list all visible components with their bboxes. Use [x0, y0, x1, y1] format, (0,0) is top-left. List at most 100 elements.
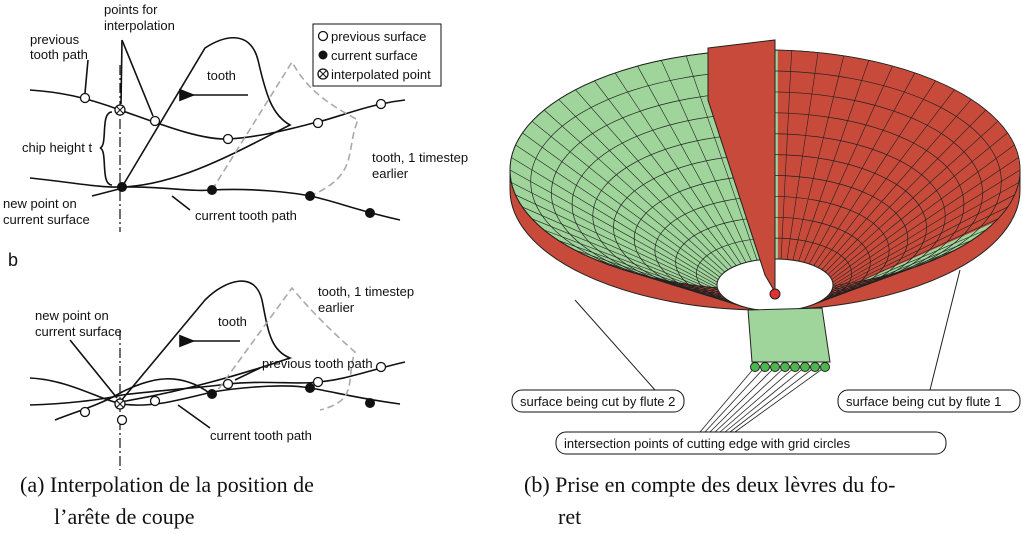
cross-point [114, 104, 126, 116]
tooth-earlier [211, 286, 356, 411]
filled-point [117, 182, 127, 192]
leader [234, 367, 261, 381]
leader [121, 39, 154, 117]
radial-line [515, 194, 719, 291]
label: tooth [207, 68, 236, 83]
cross-point [114, 398, 126, 410]
tooth [119, 280, 293, 403]
radial-line [831, 144, 1015, 280]
leader [574, 299, 656, 391]
open-point [116, 414, 128, 426]
radial-line [786, 52, 819, 260]
label: tooth path [30, 47, 88, 62]
radial-line [685, 55, 758, 261]
radial-line [661, 60, 752, 262]
radial-line [511, 182, 718, 288]
legend-label: interpolated point [331, 67, 431, 82]
label: current surface [3, 212, 90, 227]
label: surface being cut by flute 1 [846, 394, 1001, 409]
label: new point on [3, 196, 77, 211]
filled-point [207, 389, 217, 399]
filled-point [365, 208, 375, 218]
caption: (a) Interpolation de la position de [20, 472, 314, 497]
tip [769, 288, 781, 300]
label-box [555, 431, 947, 455]
open-point [375, 98, 387, 110]
open-point [149, 115, 161, 127]
label: current tooth path [195, 208, 297, 223]
legend-symbol [317, 68, 329, 80]
brace [99, 111, 113, 186]
radial-line [615, 266, 741, 307]
leader [91, 188, 120, 197]
filled-point [305, 191, 315, 201]
path-piece [54, 378, 213, 421]
radial-line [813, 80, 936, 266]
radial-line [575, 89, 733, 268]
radial-line [614, 72, 742, 265]
radial-line [637, 65, 747, 263]
radial-line [522, 132, 721, 278]
legend-symbol [318, 50, 328, 60]
leader [734, 366, 826, 433]
label: points for [104, 2, 158, 17]
filled-point [207, 185, 217, 195]
radial-line [803, 65, 893, 263]
leader [69, 339, 118, 399]
radial-line [531, 218, 723, 296]
label: previous tooth path [262, 356, 373, 371]
radial-line [827, 120, 999, 275]
red-sector [777, 50, 1020, 297]
radial-line [832, 157, 1019, 283]
intersection-point [810, 362, 820, 372]
open-point [375, 361, 387, 373]
radial-line [558, 240, 729, 301]
filled-point [365, 398, 375, 408]
caption: (b) Prise en compte des deux lèvres du f… [524, 472, 895, 497]
radial-line [543, 109, 725, 273]
tooth [121, 36, 292, 188]
label: new point on [35, 308, 109, 323]
legend-label: current surface [331, 48, 418, 63]
radial-line [832, 169, 1021, 286]
radial-line [821, 240, 972, 301]
intersection-point [750, 362, 760, 372]
radial-line [792, 55, 845, 261]
radial-line [825, 109, 987, 273]
open-point [149, 395, 161, 407]
intersection-point [790, 362, 800, 372]
intersection-point [770, 362, 780, 372]
intersection-point [760, 362, 770, 372]
radial-line [531, 120, 723, 275]
radial-line [798, 60, 870, 262]
drill-surface [509, 39, 1021, 433]
radial-line [522, 206, 720, 294]
label: tooth, 1 timestep [372, 150, 468, 165]
label: earlier [372, 166, 409, 181]
label: tooth [218, 314, 247, 329]
radial-line [831, 194, 1015, 291]
radial-line [594, 258, 737, 305]
leader [719, 366, 796, 433]
radial-line [827, 218, 999, 296]
leader [84, 59, 89, 94]
label: tooth, 1 timestep [318, 284, 414, 299]
intersection-point [800, 362, 810, 372]
leader [171, 195, 191, 211]
radial-line [808, 266, 915, 307]
label: intersection points of cutting edge with… [564, 436, 851, 451]
label-box [511, 389, 685, 413]
legend-symbol [317, 30, 329, 42]
legend-label: previous surface [331, 29, 426, 44]
diagram-a: previous surface current surface interpo… [3, 2, 468, 470]
radial-line [830, 206, 1008, 294]
radial-line [594, 80, 737, 266]
open-point [222, 378, 234, 390]
radial-line [558, 99, 729, 270]
open-point [222, 133, 234, 145]
radial-line [509, 169, 718, 286]
open-point [312, 376, 324, 388]
radial-line [821, 99, 972, 270]
leader [120, 39, 123, 105]
caption: l’arête de coupe [54, 504, 194, 529]
